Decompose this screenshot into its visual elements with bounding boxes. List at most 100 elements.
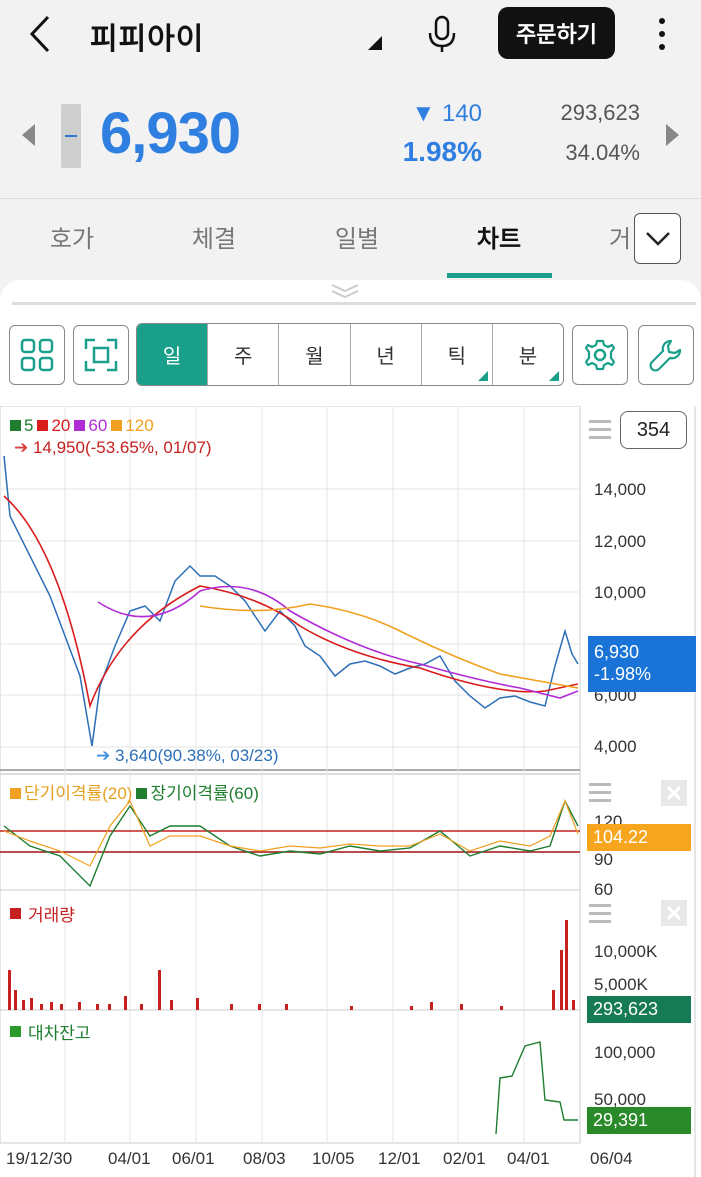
period-month-label: 월: [305, 346, 324, 368]
period-tick-label: 틱: [447, 346, 466, 368]
volume-bar: [552, 990, 555, 1010]
tab-chart[interactable]: 차트: [476, 226, 522, 253]
order-button[interactable]: 주문하기: [498, 7, 615, 59]
arrow-right-icon: ➔: [14, 438, 33, 457]
disparity-legend-short: 단기이격률(20): [10, 779, 132, 804]
ma120-line: [199, 603, 579, 689]
disparity-legend-long: 장기이격률(60): [136, 779, 259, 804]
volume-bar: [572, 1000, 575, 1010]
loan-legend-label: 대차잔고: [28, 1024, 91, 1043]
tab-more-partial[interactable]: 거: [608, 226, 632, 253]
price-tick-label: 14,000: [594, 480, 646, 499]
tab-trades[interactable]: 체결: [191, 226, 237, 253]
volume-bar: [500, 1006, 503, 1010]
more-options-button[interactable]: [648, 12, 676, 56]
ma-legend-20: 20: [37, 416, 70, 436]
app-bar: 피피아이 주문하기: [0, 0, 701, 70]
stock-tabs: 호가 체결 일별 차트 거: [0, 198, 701, 280]
submenu-corner-icon: [549, 371, 560, 381]
period-year-label: 년: [376, 346, 395, 368]
ma20-line: [3, 495, 579, 709]
current-price-tag-change: -1.98%: [594, 664, 652, 684]
turnover-rate: 34.04%: [565, 140, 640, 165]
previous-stock-arrow-icon[interactable]: [22, 124, 35, 146]
x-axis-label: 04/01: [108, 1149, 151, 1168]
period-minute[interactable]: 분: [493, 324, 563, 385]
ma-legend-60-label: 60: [88, 416, 108, 435]
current-price: 6,930: [100, 101, 241, 166]
volume-bar: [350, 1006, 353, 1010]
next-stock-arrow-icon[interactable]: [666, 124, 679, 146]
disparity-legend-short-label: 단기이격률(20): [24, 784, 133, 803]
wrench-icon: [649, 339, 682, 372]
period-week[interactable]: 주: [208, 324, 280, 385]
period-day-label: 일: [162, 346, 182, 368]
period-year[interactable]: 년: [351, 324, 422, 385]
volume-bar: [258, 1004, 261, 1010]
trading-volume: 293,623: [560, 100, 640, 125]
chevron-left-icon: [29, 15, 50, 53]
tabs-expand-button[interactable]: [634, 213, 681, 264]
main-chart-menu-icon[interactable]: [589, 420, 611, 439]
volume-tick-label: 5,000K: [594, 975, 648, 994]
tab-daily[interactable]: 일별: [334, 226, 380, 253]
volume-bar: [40, 1004, 43, 1010]
chart-canvas[interactable]: [0, 406, 701, 1177]
x-axis-label: 12/01: [378, 1149, 421, 1168]
chart-settings-button[interactable]: [572, 325, 628, 385]
close-volume-icon[interactable]: [661, 900, 687, 926]
close-disparity-icon[interactable]: [661, 780, 687, 806]
fullscreen-button[interactable]: [73, 325, 129, 385]
volume-bar: [410, 1006, 413, 1010]
low-price-note: ➔ 3,640(90.38%, 03/23): [96, 746, 278, 766]
ma-legend: 5 20 60 120: [10, 416, 154, 436]
stock-name[interactable]: 피피아이: [90, 23, 205, 56]
candle-count-box[interactable]: 354: [620, 411, 687, 449]
stock-selector-triangle-icon[interactable]: [368, 36, 382, 50]
grid-icon: [20, 338, 54, 372]
volume-legend: 거래량: [10, 901, 75, 926]
volume-bar: [14, 990, 17, 1010]
chevron-down-icon: [645, 231, 670, 246]
chart-area[interactable]: [0, 406, 701, 1177]
volume-bar: [196, 998, 199, 1010]
gear-icon: [584, 339, 616, 371]
period-tick[interactable]: 틱: [422, 324, 493, 385]
disparity-legend: 단기이격률(20) 장기이격률(60): [10, 779, 259, 804]
disparity-value-tag: 104.22: [587, 824, 691, 851]
divider: [12, 302, 696, 305]
price-series: [3, 455, 579, 747]
volume-bar: [565, 920, 568, 1010]
volume-value-tag: 293,623: [587, 996, 691, 1023]
period-day[interactable]: 일: [137, 324, 209, 385]
active-tab-indicator: [447, 273, 552, 278]
price-change-amount: ▼ 140: [411, 100, 482, 127]
x-axis-label: 04/01: [507, 1149, 550, 1168]
high-price-note: ➔ 14,950(-53.65%, 01/07): [14, 438, 212, 458]
period-minute-label: 분: [518, 346, 538, 368]
period-month[interactable]: 월: [279, 324, 351, 385]
drag-handle-icon[interactable]: [330, 283, 360, 299]
close-icon: [667, 906, 681, 920]
x-axis-label: 02/01: [443, 1149, 486, 1168]
disparity-legend-long-label: 장기이격률(60): [150, 784, 259, 803]
volume-bar: [124, 996, 127, 1010]
price-marker: [61, 104, 81, 168]
volume-bar: [30, 998, 33, 1010]
disparity-menu-icon[interactable]: [589, 783, 611, 802]
drawing-tools-button[interactable]: [638, 325, 694, 385]
loan-tick-label: 100,000: [594, 1043, 656, 1062]
layout-grid-button[interactable]: [9, 325, 65, 385]
period-week-label: 주: [234, 346, 253, 368]
tab-orderbook[interactable]: 호가: [49, 226, 95, 253]
voice-search-button[interactable]: [422, 12, 462, 56]
period-selector: 일 주 월 년 틱 분: [136, 323, 564, 386]
volume-bar: [430, 1002, 433, 1010]
high-price-note-text: 14,950(-53.65%, 01/07): [32, 438, 212, 457]
x-axis-label: 06/01: [172, 1149, 215, 1168]
volume-bar: [230, 1004, 233, 1010]
volume-menu-icon[interactable]: [589, 904, 611, 923]
disparity-short-line: [3, 799, 579, 867]
back-button[interactable]: [20, 12, 60, 56]
current-price-tag: 6,930 -1.98%: [588, 636, 696, 692]
